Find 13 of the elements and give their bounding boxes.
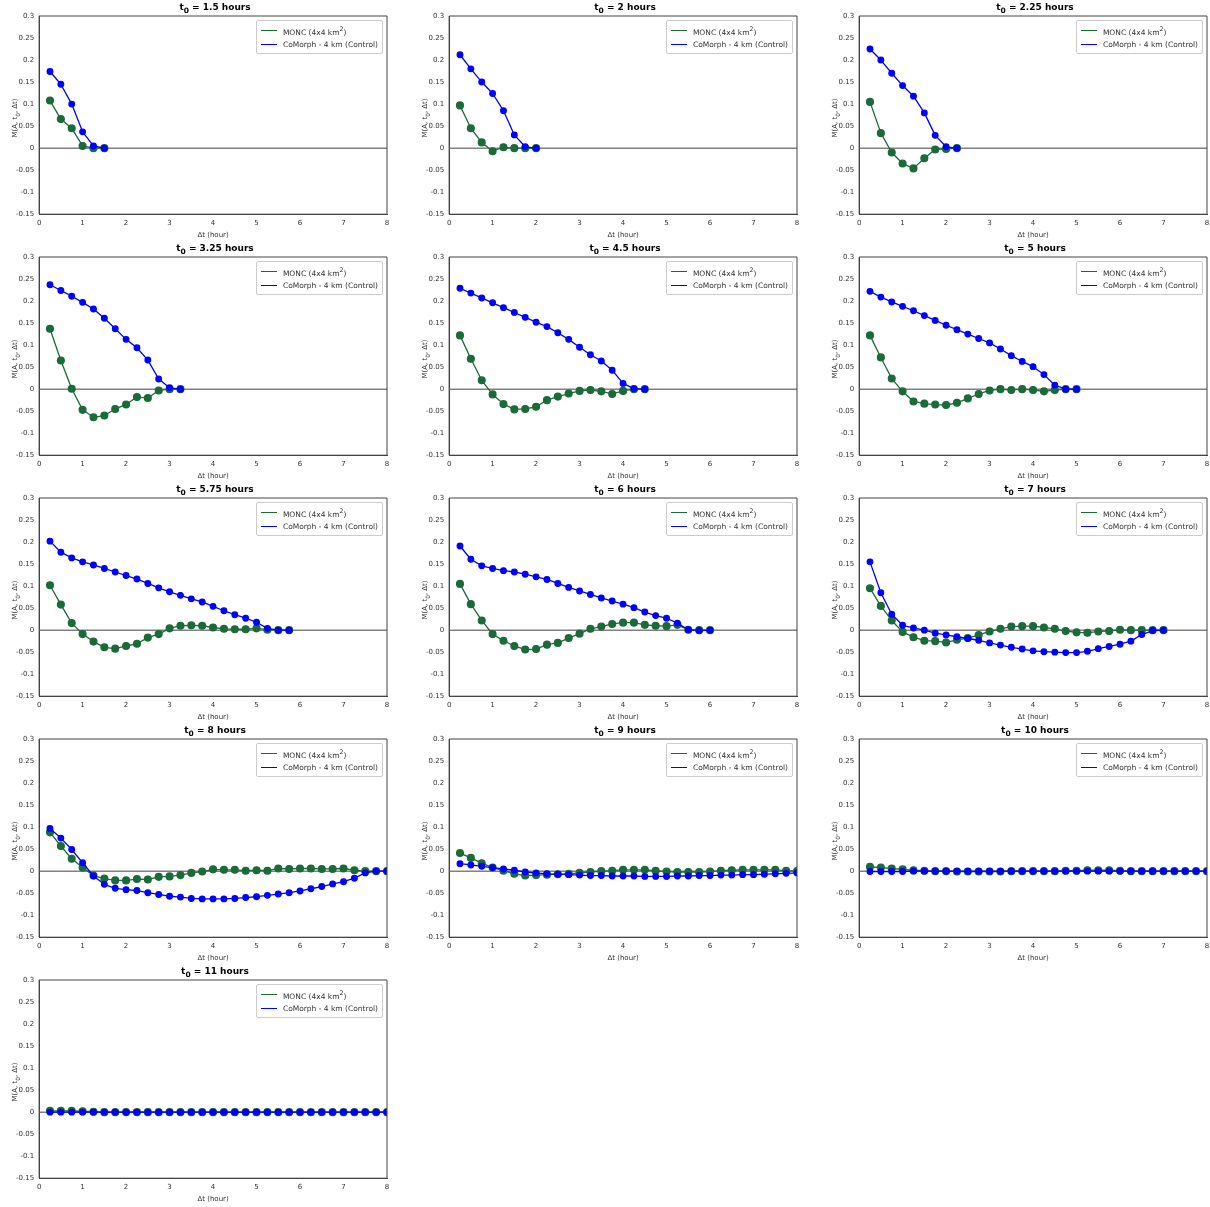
chart-title: t$_{0}$ = 3.25 hours	[175, 243, 255, 256]
chart-title: t$_{0}$ = 5 hours	[1003, 243, 1067, 256]
chart-title: t$_{0}$ = 2 hours	[593, 2, 657, 15]
chart-title: t$_{0}$ = 2.25 hours	[995, 2, 1075, 15]
chart-title: t$_{0}$ = 6 hours	[593, 484, 657, 497]
chart-title: t$_{0}$ = 5.75 hours	[175, 484, 255, 497]
chart-title: t$_{0}$ = 7 hours	[1003, 484, 1067, 497]
chart-title: t$_{0}$ = 11 hours	[180, 966, 250, 979]
chart-title: t$_{0}$ = 8 hours	[183, 725, 247, 738]
chart-title: t$_{0}$ = 9 hours	[593, 725, 657, 738]
chart-title: t$_{0}$ = 10 hours	[1000, 725, 1070, 738]
chart-title: t$_{0}$ = 4.5 hours	[588, 243, 662, 256]
chart-title: t$_{0}$ = 1.5 hours	[178, 2, 252, 15]
